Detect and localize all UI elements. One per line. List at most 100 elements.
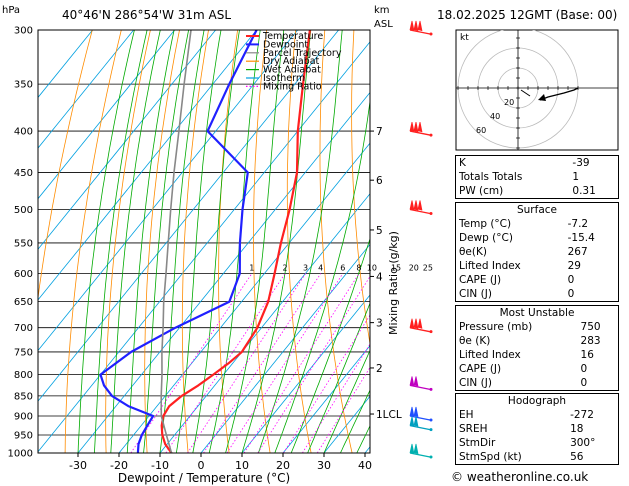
pressure-tick-label: 650 xyxy=(14,297,33,308)
pressure-tick-label: 300 xyxy=(14,26,33,37)
barb-flag xyxy=(413,121,419,133)
table-row: Totals Totals 1 xyxy=(456,170,618,184)
indices-basic-table: K -39 Totals Totals 1 PW (cm) 0.31 xyxy=(456,156,618,198)
dry-adiabat xyxy=(286,30,312,453)
table-row: EH -272 xyxy=(456,408,618,422)
isotherm-line xyxy=(38,30,339,402)
index-label: K xyxy=(459,157,466,169)
hodograph-title: Hodograph xyxy=(507,395,567,407)
barb-flag xyxy=(417,318,423,329)
table-row: CIN (J) 0 xyxy=(456,376,618,390)
mixing-ratio-line xyxy=(316,366,370,453)
pressure-tick-label: 800 xyxy=(14,370,33,381)
dry-adiabat xyxy=(181,30,209,453)
wet-adiabat xyxy=(126,30,175,453)
barb-flag xyxy=(409,318,415,329)
legend-label: Temperature xyxy=(262,31,323,42)
barb-flag xyxy=(409,376,415,387)
wet-adiabat xyxy=(143,30,189,453)
pressure-tick-label: 750 xyxy=(14,347,33,358)
barb-base xyxy=(429,428,433,432)
hodograph-storm-vector xyxy=(520,89,531,97)
index-value: -7.2 xyxy=(567,218,589,230)
isotherm-line xyxy=(282,344,370,453)
mixing-ratio-label: 15 xyxy=(391,264,401,273)
mixing-ratio-label: 8 xyxy=(356,264,361,273)
index-label: CIN (J) xyxy=(459,288,492,300)
barb-base xyxy=(429,455,433,459)
legend-label: Wet Adiabat xyxy=(263,65,321,76)
index-label: CIN (J) xyxy=(459,377,492,389)
hodograph-arrow xyxy=(538,94,546,101)
parcel-trajectory-line xyxy=(160,30,192,453)
isotherm-line xyxy=(38,30,216,250)
table-row: θe (K) 283 xyxy=(456,334,618,348)
hodograph: 20 40 60 xyxy=(456,30,618,150)
legend-label: Dewpoint xyxy=(263,39,308,50)
index-label: θe(K) xyxy=(459,246,487,258)
wet-adiabat xyxy=(258,30,343,453)
index-value: 1 xyxy=(572,171,580,183)
index-value: -39 xyxy=(572,157,590,169)
index-value: 0 xyxy=(567,274,575,286)
barb-flag xyxy=(413,443,419,455)
barb-base xyxy=(429,211,433,215)
x-tick-label: -10 xyxy=(151,459,169,472)
x-tick-label: 40 xyxy=(358,459,372,472)
x-tick-label: 20 xyxy=(276,459,290,472)
x-axis-title: Dewpoint / Temperature (°C) xyxy=(118,471,290,485)
dry-adiabat xyxy=(144,30,180,453)
legend-label: Isotherm xyxy=(263,73,305,84)
x-tick-label: -30 xyxy=(69,459,87,472)
index-label: CAPE (J) xyxy=(459,363,502,375)
mixing-ratio-labels: 1 2 3 4 6 8 10 15 20 25 xyxy=(249,264,433,273)
barb-base xyxy=(429,133,433,137)
wind-barb xyxy=(409,406,433,422)
index-label: EH xyxy=(459,409,474,421)
isotherm-line xyxy=(38,30,298,352)
legend-label: Dry Adiabat xyxy=(263,56,320,67)
barb-flag xyxy=(413,20,419,32)
pressure-tick-label: 550 xyxy=(14,238,33,249)
dry-adiabat xyxy=(253,30,271,453)
isotherm-line xyxy=(118,142,370,453)
pressure-tick-label: 350 xyxy=(14,80,33,91)
mixing-ratio-line xyxy=(243,273,360,453)
barb-flag xyxy=(413,376,419,387)
plot-frame xyxy=(37,29,371,454)
index-value: 267 xyxy=(567,246,588,258)
hodograph-unit: kt xyxy=(460,33,469,43)
table-row: θe(K) 267 xyxy=(456,245,618,259)
mixing-ratio-line xyxy=(165,273,286,453)
isotherm-line xyxy=(241,294,370,453)
background-lines xyxy=(38,30,370,453)
barb-flag xyxy=(413,318,419,329)
table-row: SREH 18 xyxy=(456,422,618,436)
barb-flag xyxy=(417,121,423,133)
wind-barb xyxy=(409,121,433,137)
pressure-tick-label: 400 xyxy=(14,127,33,138)
km-tick-label: 7 xyxy=(376,126,383,138)
surface-title: Surface xyxy=(516,204,557,216)
mixing-ratio-label: 1 xyxy=(249,264,254,273)
dewpoint-line xyxy=(99,30,258,453)
mixing-ratio-label: 20 xyxy=(409,264,419,273)
datetime-label: 18.02.2025 12GMT (Base: 00) xyxy=(437,8,617,22)
pressure-tick-label: 450 xyxy=(14,168,33,179)
km-tick-label: 2 xyxy=(376,363,383,375)
table-row: Temp (°C) -7.2 xyxy=(456,217,618,231)
hpa-label: hPa xyxy=(2,5,20,16)
index-value: 0 xyxy=(567,288,575,300)
km-tick-label: 4 xyxy=(376,271,383,283)
temperature-axis: -30 -20 -10 0 10 20 30 40 xyxy=(69,453,372,472)
hodograph-table: EH -272 SREH 18 StmDir 300° StmSpd (kt) 56 xyxy=(456,408,618,464)
index-label: SREH xyxy=(459,423,488,435)
pressure-tick-label: 600 xyxy=(14,269,33,280)
barb-flag xyxy=(417,20,423,32)
isotherm-line xyxy=(77,91,370,453)
km-tick-label: 1LCL xyxy=(376,409,402,421)
index-label: StmSpd (kt) xyxy=(459,451,522,463)
wet-adiabat xyxy=(192,30,240,453)
index-value: -272 xyxy=(570,409,594,421)
